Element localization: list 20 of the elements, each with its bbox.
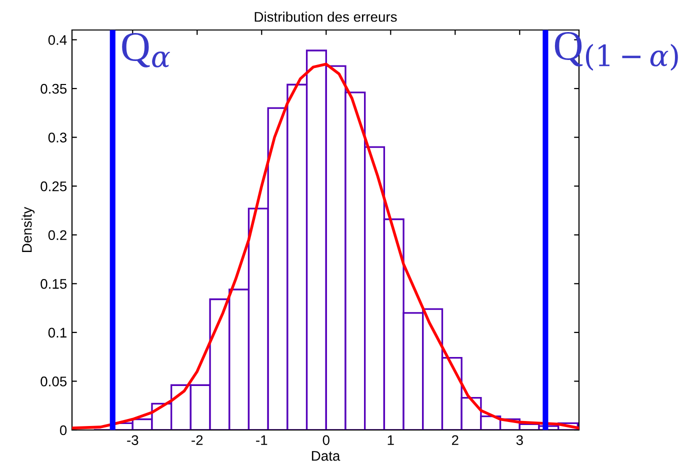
- ref-line-label: Q$_{α}$: [122, 32, 170, 68]
- x-tick-label: 1: [388, 435, 394, 445]
- y-tick-label: 0.2: [48, 230, 66, 240]
- x-tick-label: -2: [192, 435, 203, 445]
- y-tick-label: 0.05: [40, 376, 67, 386]
- x-tick-label: -3: [127, 435, 138, 446]
- x-tick-label: 2: [452, 435, 458, 445]
- y-tick-label: 0.35: [40, 84, 67, 94]
- y-tick-label: 0.3: [48, 132, 67, 142]
- y-tick-label: 0.25: [40, 181, 67, 192]
- x-axis-title: Data: [312, 451, 340, 461]
- chart-title: Distribution des erreurs: [254, 12, 397, 22]
- x-tick-label: 0: [322, 435, 330, 446]
- x-tick-label: -1: [256, 435, 268, 445]
- x-tick-label: 3: [516, 435, 523, 446]
- y-tick-label: 0: [60, 425, 67, 436]
- y-tick-label: 0.1: [48, 328, 66, 338]
- y-tick-label: 0.4: [48, 35, 67, 45]
- y-axis-title: Density: [22, 206, 35, 252]
- y-tick-label: 0.15: [40, 278, 67, 289]
